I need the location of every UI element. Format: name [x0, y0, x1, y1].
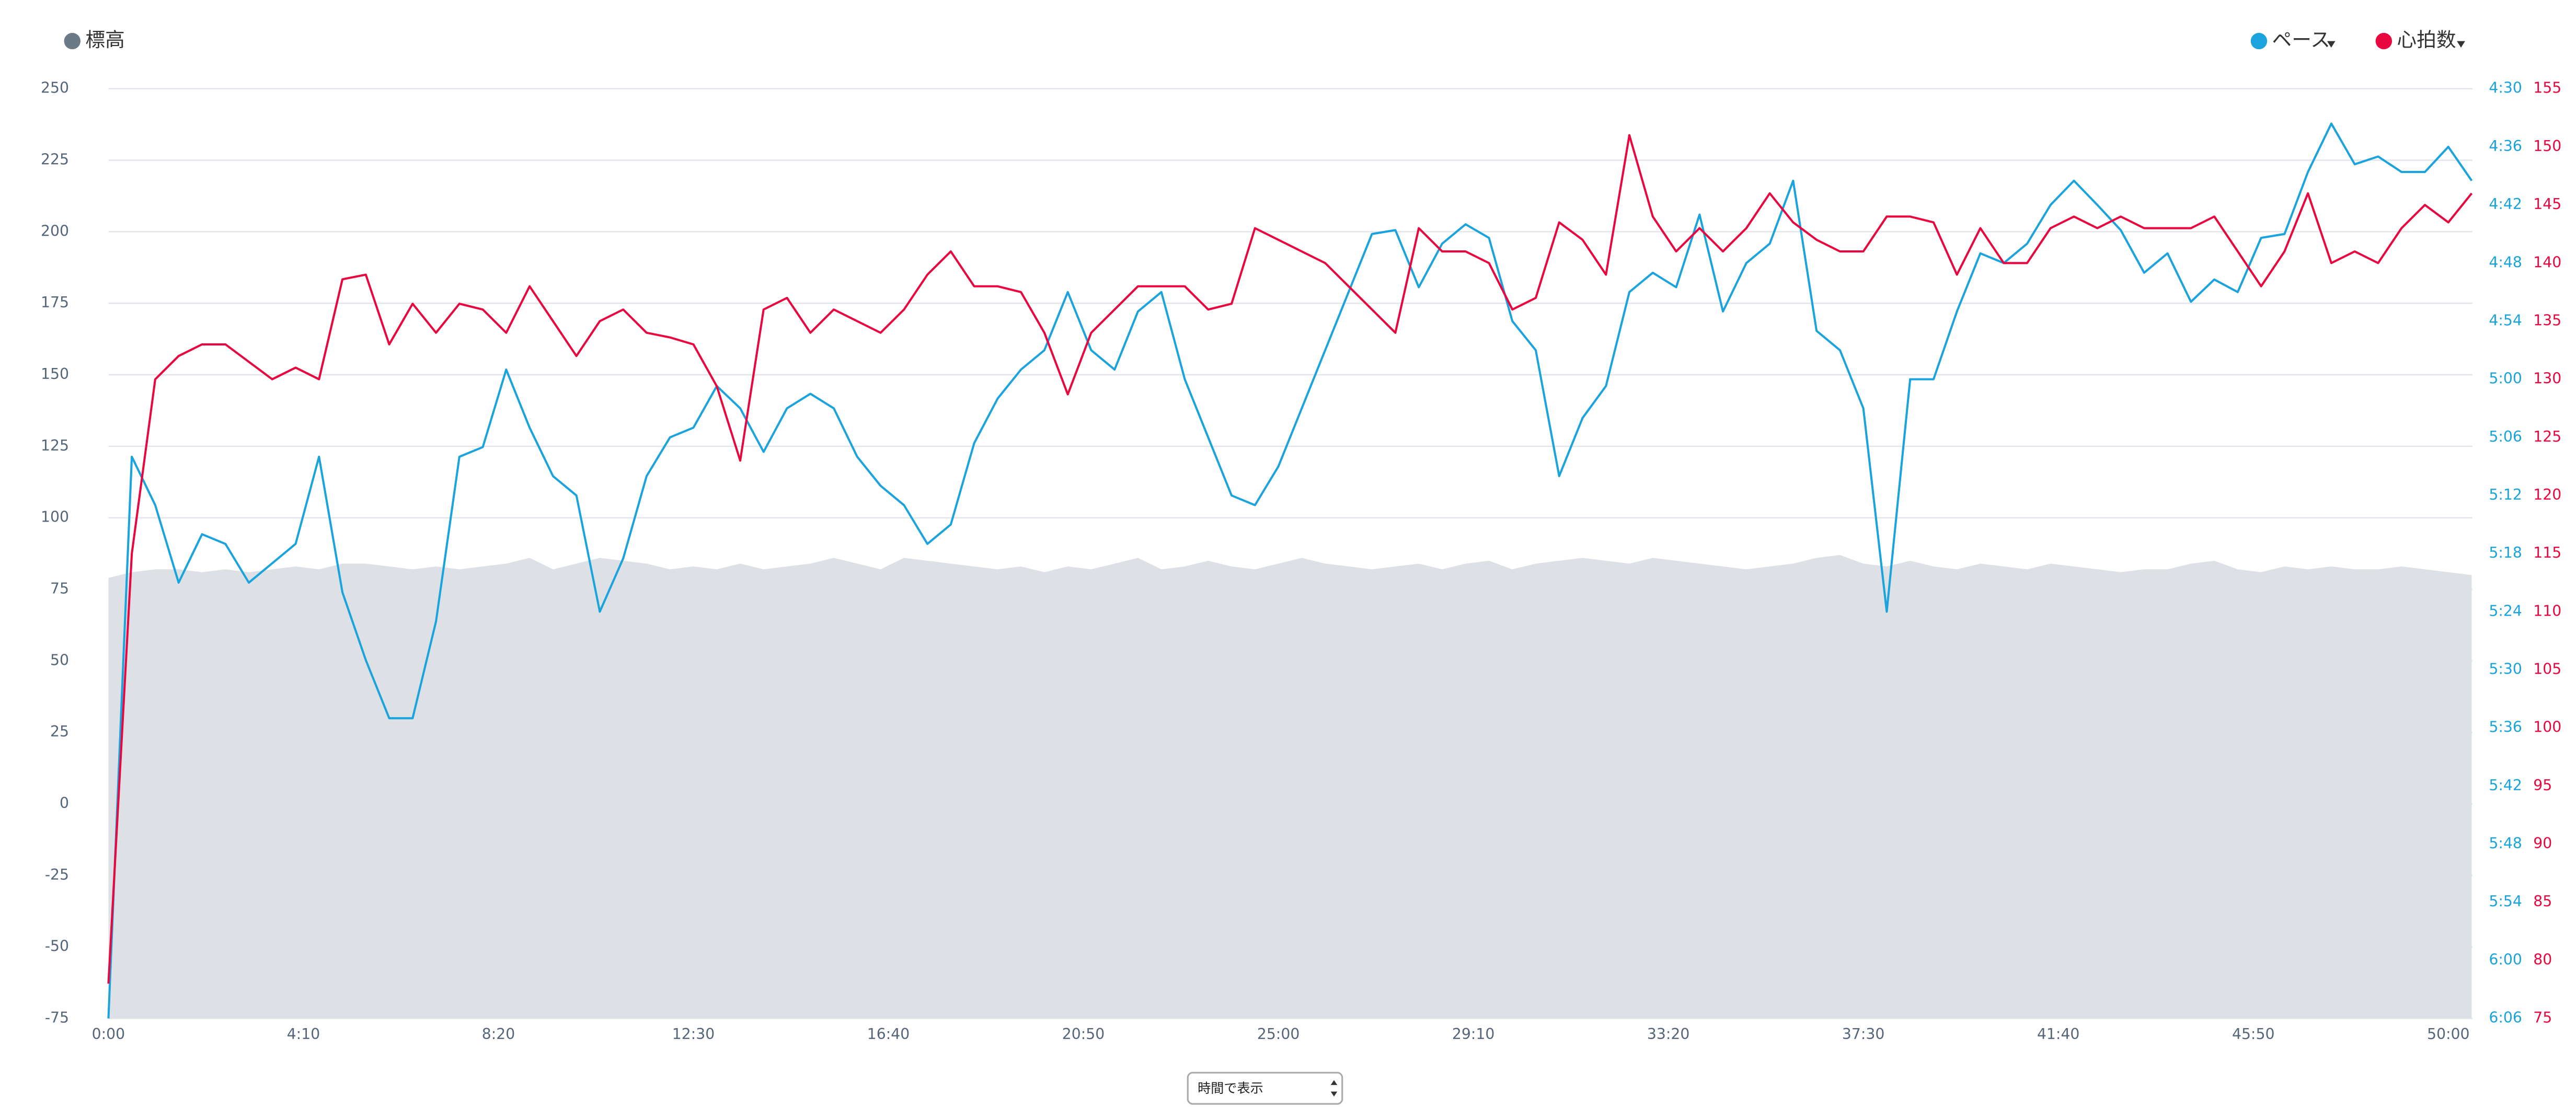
pace-dropdown-caret[interactable]	[2327, 41, 2336, 48]
y3-tick-label: 100	[2533, 719, 2561, 736]
y3-tick-label: 85	[2533, 893, 2552, 910]
legend-label: ペース	[2272, 28, 2330, 51]
hr-dropdown-caret[interactable]	[2457, 41, 2465, 48]
y3-tick-label: 155	[2533, 79, 2561, 97]
y2-tick-label: 5:06	[2489, 428, 2522, 445]
y-tick-label: 175	[41, 294, 69, 311]
y2-tick-label: 4:48	[2489, 253, 2522, 271]
y2-tick-label: 5:24	[2489, 602, 2522, 619]
y-tick-label: 25	[50, 723, 69, 740]
legend-marker	[64, 32, 80, 50]
legend-label: 標高	[85, 28, 124, 51]
y-tick-label: 100	[41, 509, 69, 526]
y2-tick-label: 5:54	[2489, 893, 2522, 910]
y2-tick-label: 5:30	[2489, 661, 2522, 678]
y3-tick-label: 140	[2533, 253, 2561, 271]
legend-label: 心拍数	[2397, 28, 2456, 51]
y3-tick-label: 150	[2533, 137, 2561, 155]
y-tick-label: 75	[50, 580, 69, 597]
y-tick-label: 150	[41, 365, 69, 383]
y-tick-label: 50	[50, 651, 69, 668]
x-tick-label: 4:10	[287, 1025, 320, 1043]
x-tick-label: 25:00	[1257, 1025, 1300, 1043]
legend: 標高 ペース 心拍数	[64, 28, 2465, 51]
y2-tick-label: 5:12	[2489, 486, 2522, 503]
x-tick-label: 29:10	[1452, 1025, 1494, 1043]
y2-tick-label: 5:18	[2489, 544, 2522, 561]
line	[107, 134, 2473, 984]
y-tick-label: 200	[41, 222, 69, 239]
view-select[interactable]: 時間で表示	[1187, 1071, 1343, 1105]
y3-tick-label: 115	[2533, 544, 2561, 561]
y3-tick-label: 95	[2533, 777, 2552, 794]
y3-tick-label: 90	[2533, 835, 2552, 852]
x-tick-label: 33:20	[1647, 1025, 1689, 1043]
x-tick-label: 37:30	[1842, 1025, 1884, 1043]
legend-marker	[2250, 32, 2268, 50]
x-tick-label: 45:50	[2232, 1025, 2274, 1043]
y2-tick-label: 4:36	[2489, 137, 2522, 155]
y2-tick-label: 5:00	[2489, 370, 2522, 387]
line	[107, 122, 2473, 1019]
select-box[interactable]	[1187, 1071, 1343, 1105]
y3-tick-label: 145	[2533, 195, 2561, 213]
y2-tick-label: 5:36	[2489, 719, 2522, 736]
y2-tick-label: 6:00	[2489, 951, 2522, 968]
x-tick-label: 50:00	[2427, 1025, 2469, 1043]
y2-tick-label: 4:30	[2489, 79, 2522, 97]
legend-marker	[2375, 32, 2392, 50]
x-tick-label: 0:00	[92, 1025, 125, 1043]
select-arrows	[1330, 1080, 1338, 1097]
y2-tick-label: 5:48	[2489, 835, 2522, 852]
y3-tick-label: 80	[2533, 951, 2552, 968]
x-tick-label: 12:30	[672, 1025, 715, 1043]
y-tick-label: 250	[41, 79, 69, 97]
x-tick-label: 8:20	[482, 1025, 515, 1043]
y-tick-label: -50	[45, 938, 69, 955]
y-tick-label: 125	[41, 437, 69, 454]
y3-tick-label: 110	[2533, 602, 2561, 619]
y3-tick-label: 120	[2533, 486, 2561, 503]
y-tick-label: 0	[60, 794, 69, 812]
y3-tick-label: 125	[2533, 428, 2561, 445]
y2-tick-label: 5:42	[2489, 777, 2522, 794]
x-tick-label: 20:50	[1062, 1025, 1105, 1043]
x-tick-label: 41:40	[2037, 1025, 2079, 1043]
y2-tick-label: 4:54	[2489, 312, 2522, 329]
y-tick-label: 225	[41, 151, 69, 168]
y3-tick-label: 135	[2533, 312, 2561, 329]
y-tick-label: -75	[45, 1009, 69, 1027]
y2-tick-label: 4:42	[2489, 195, 2522, 213]
x-tick-label: 16:40	[867, 1025, 910, 1043]
y3-tick-label: 130	[2533, 370, 2561, 387]
y3-tick-label: 75	[2533, 1009, 2552, 1027]
plot-area: -75 -50 -25 0 25 50 75 100 125 150 175 200 225 250 4:3…	[41, 79, 2561, 1043]
y3-tick-label: 105	[2533, 661, 2561, 678]
y-tick-label: -25	[45, 866, 69, 883]
select-label[interactable]: 時間で表示	[1198, 1081, 1263, 1096]
area	[108, 555, 2472, 1019]
y2-tick-label: 6:06	[2489, 1009, 2522, 1027]
